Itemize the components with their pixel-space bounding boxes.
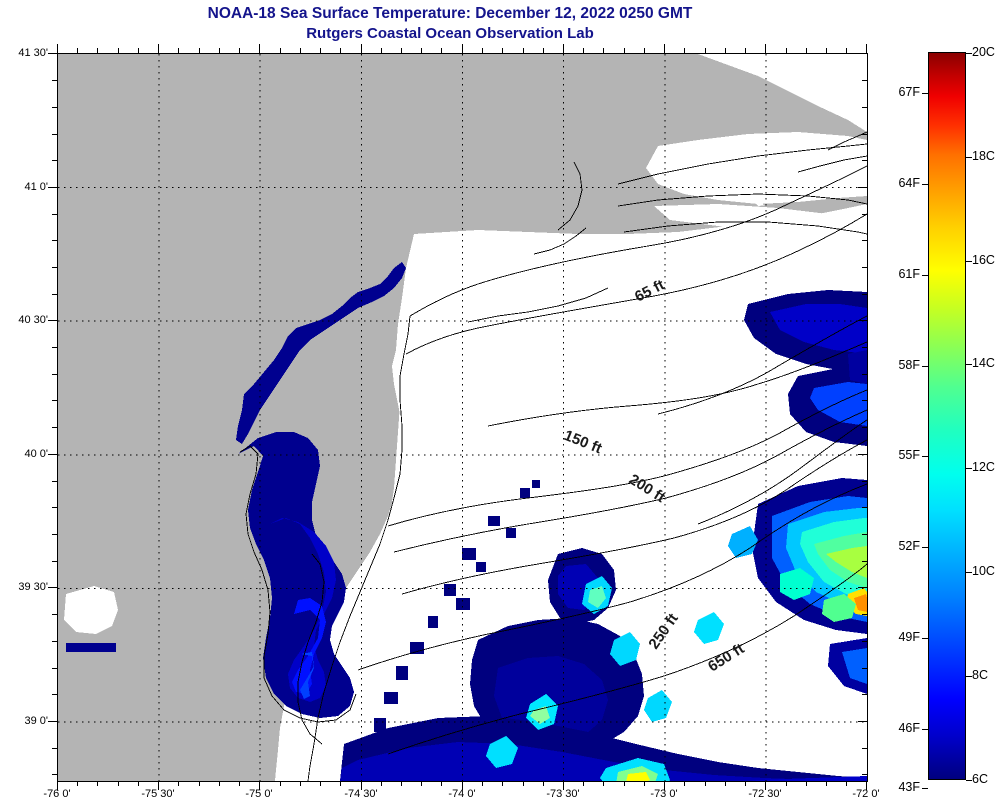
- x-tick-label-5: -73 30': [546, 788, 580, 800]
- y-tick-label-5: 39 0': [24, 715, 48, 727]
- title-line-1: NOAA-18 Sea Surface Temperature: Decembe…: [207, 5, 693, 22]
- colorbar-c-label-10: 10C: [972, 564, 995, 578]
- x-tick-label-3: -74 30': [344, 788, 378, 800]
- colorbar-f-label-49: 49F: [898, 630, 920, 644]
- x-tick-label-7: -72 30': [748, 788, 782, 800]
- colorbar-c-label-8: 8C: [972, 668, 988, 682]
- x-tick-label-6: -73 0': [650, 788, 678, 800]
- colorbar-f-label-43: 43F: [898, 780, 920, 794]
- y-tick-label-3: 40 0': [24, 448, 48, 460]
- sst-raster: 65 ft 150 ft 200 ft 250 ft 650 ft: [58, 54, 867, 781]
- colorbar-c-label-20: 20C: [972, 45, 995, 59]
- colorbar-f-label-58: 58F: [898, 358, 920, 372]
- y-tick-label-0: 41 30': [18, 47, 48, 59]
- x-tick-label-1: -75 30': [141, 788, 175, 800]
- colorbar-c-label-12: 12C: [972, 460, 995, 474]
- y-tick-label-1: 41 0': [24, 181, 48, 193]
- colorbar-f-label-46: 46F: [898, 721, 920, 735]
- colorbar-f-label-67: 67F: [898, 85, 920, 99]
- colorbar-f-label-61: 61F: [898, 267, 920, 281]
- title-line-2: Rutgers Coastal Ocean Observation Lab: [306, 25, 594, 42]
- colorbar-c-label-18: 18C: [972, 149, 995, 163]
- colorbar-c-label-14: 14C: [972, 356, 995, 370]
- colorbar-gradient: [928, 52, 966, 780]
- page-title: NOAA-18 Sea Surface Temperature: Decembe…: [0, 4, 900, 44]
- y-tick-label-4: 39 30': [18, 581, 48, 593]
- colorbar-f-label-55: 55F: [898, 448, 920, 462]
- colorbar-c-label-16: 16C: [972, 253, 995, 267]
- map-plot-area[interactable]: 65 ft 150 ft 200 ft 250 ft 650 ft: [57, 53, 868, 782]
- x-tick-label-8: -72 0': [852, 788, 880, 800]
- x-tick-label-0: -76 0': [43, 788, 71, 800]
- x-tick-label-2: -75 0': [245, 788, 273, 800]
- colorbar-c-label-6: 6C: [972, 772, 988, 786]
- y-tick-label-2: 40 30': [18, 314, 48, 326]
- colorbar-f-label-52: 52F: [898, 539, 920, 553]
- x-tick-label-4: -74 0': [448, 788, 476, 800]
- colorbar-f-label-64: 64F: [898, 176, 920, 190]
